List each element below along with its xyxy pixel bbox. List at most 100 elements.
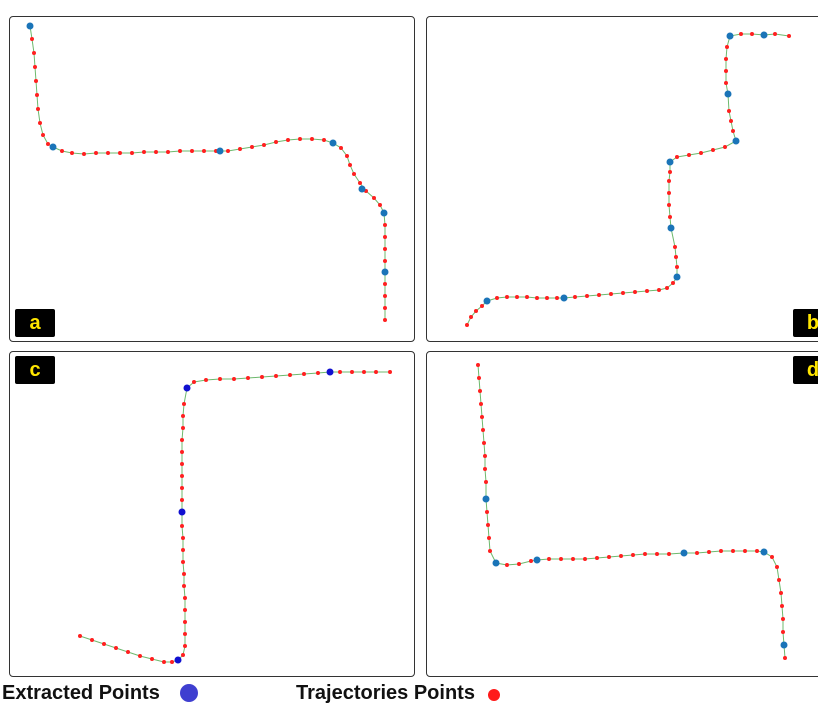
trajectory-point	[183, 596, 187, 600]
extracted-point	[49, 143, 57, 151]
trajectory-point	[711, 148, 715, 152]
trajectory-point	[482, 441, 486, 445]
trajectory-point	[150, 657, 154, 661]
trajectory-point	[597, 293, 601, 297]
trajectory-point	[142, 150, 146, 154]
extracted-point	[174, 656, 182, 664]
trajectory-point	[38, 121, 42, 125]
trajectory-point	[180, 486, 184, 490]
trajectory-point	[657, 288, 661, 292]
trajectory-point	[352, 172, 356, 176]
trajectory-point	[183, 620, 187, 624]
trajectory-point	[631, 553, 635, 557]
trajectory-point	[655, 552, 659, 556]
trajectory-point	[288, 373, 292, 377]
trajectory-point	[383, 259, 387, 263]
trajectory-point	[487, 536, 491, 540]
trajectory-point	[505, 295, 509, 299]
trajectory-point	[383, 282, 387, 286]
trajectory-point	[545, 296, 549, 300]
trajectory-point	[181, 426, 185, 430]
extracted-point	[673, 273, 681, 281]
trajectory-point	[46, 142, 50, 146]
trajectory-point	[668, 215, 672, 219]
trajectory-point	[483, 454, 487, 458]
trajectory-point	[90, 638, 94, 642]
trajectory-point	[773, 32, 777, 36]
trajectory-plot-c	[78, 368, 392, 664]
trajectory-point	[232, 377, 236, 381]
trajectory-point	[559, 557, 563, 561]
trajectory-point	[675, 265, 679, 269]
trajectory-point	[727, 109, 731, 113]
panel-a: a	[9, 16, 415, 342]
trajectory-point	[322, 138, 326, 142]
trajectory-point	[204, 378, 208, 382]
extracted-point	[358, 185, 366, 193]
trajectory-point	[60, 149, 64, 153]
trajectory-point	[182, 572, 186, 576]
trajectory-point	[480, 304, 484, 308]
trajectory-point	[724, 57, 728, 61]
trajectory-point	[595, 556, 599, 560]
trajectory-point	[739, 32, 743, 36]
legend-trajectories-label: Trajectories Points	[296, 682, 475, 704]
trajectory-point	[723, 145, 727, 149]
trajectory-point	[345, 154, 349, 158]
trajectory-point	[780, 604, 784, 608]
trajectory-point	[372, 196, 376, 200]
trajectory-point	[621, 291, 625, 295]
trajectory-point	[94, 151, 98, 155]
trajectory-point	[246, 376, 250, 380]
panel-label-b: b	[793, 309, 818, 337]
trajectory-point	[180, 462, 184, 466]
trajectory-point	[477, 376, 481, 380]
trajectory-point	[781, 617, 785, 621]
trajectory-point	[484, 480, 488, 484]
extracted-point	[26, 22, 34, 30]
trajectory-point	[226, 149, 230, 153]
trajectory-point	[82, 152, 86, 156]
trajectory-point	[668, 170, 672, 174]
trajectory-point	[183, 644, 187, 648]
trajectory-point	[78, 634, 82, 638]
trajectory-point	[218, 377, 222, 381]
trajectory-point	[181, 414, 185, 418]
extracted-point	[680, 549, 688, 557]
trajectory-point	[274, 140, 278, 144]
extracted-point	[666, 158, 674, 166]
trajectory-point	[181, 560, 185, 564]
panel-label-c: c	[15, 356, 55, 384]
trajectory-point	[573, 295, 577, 299]
trajectory-point	[238, 147, 242, 151]
trajectory-point	[102, 642, 106, 646]
extracted-point	[482, 495, 490, 503]
trajectory-point	[286, 138, 290, 142]
extracted-point	[178, 508, 186, 516]
trajectory-point	[667, 179, 671, 183]
trajectory-point	[719, 549, 723, 553]
extracted-point	[726, 32, 734, 40]
trajectory-point	[671, 281, 675, 285]
trajectory-point	[770, 555, 774, 559]
trajectory-point	[535, 296, 539, 300]
trajectory-point	[190, 149, 194, 153]
trajectory-point	[675, 155, 679, 159]
trajectory-point	[777, 578, 781, 582]
extracted-point	[216, 147, 224, 155]
trajectory-point	[609, 292, 613, 296]
trajectory-point	[731, 129, 735, 133]
trajectory-point	[555, 296, 559, 300]
trajectory-point	[178, 149, 182, 153]
trajectory-point	[383, 294, 387, 298]
trajectory-point	[633, 290, 637, 294]
trajectory-point	[495, 296, 499, 300]
trajectory-path	[79, 371, 390, 663]
trajectory-plot-a	[26, 22, 389, 322]
legend-extracted-dot	[180, 684, 198, 702]
trajectory-point	[517, 562, 521, 566]
trajectory-point	[30, 37, 34, 41]
trajectory-point	[724, 81, 728, 85]
trajectory-point	[183, 608, 187, 612]
extracted-point	[760, 548, 768, 556]
